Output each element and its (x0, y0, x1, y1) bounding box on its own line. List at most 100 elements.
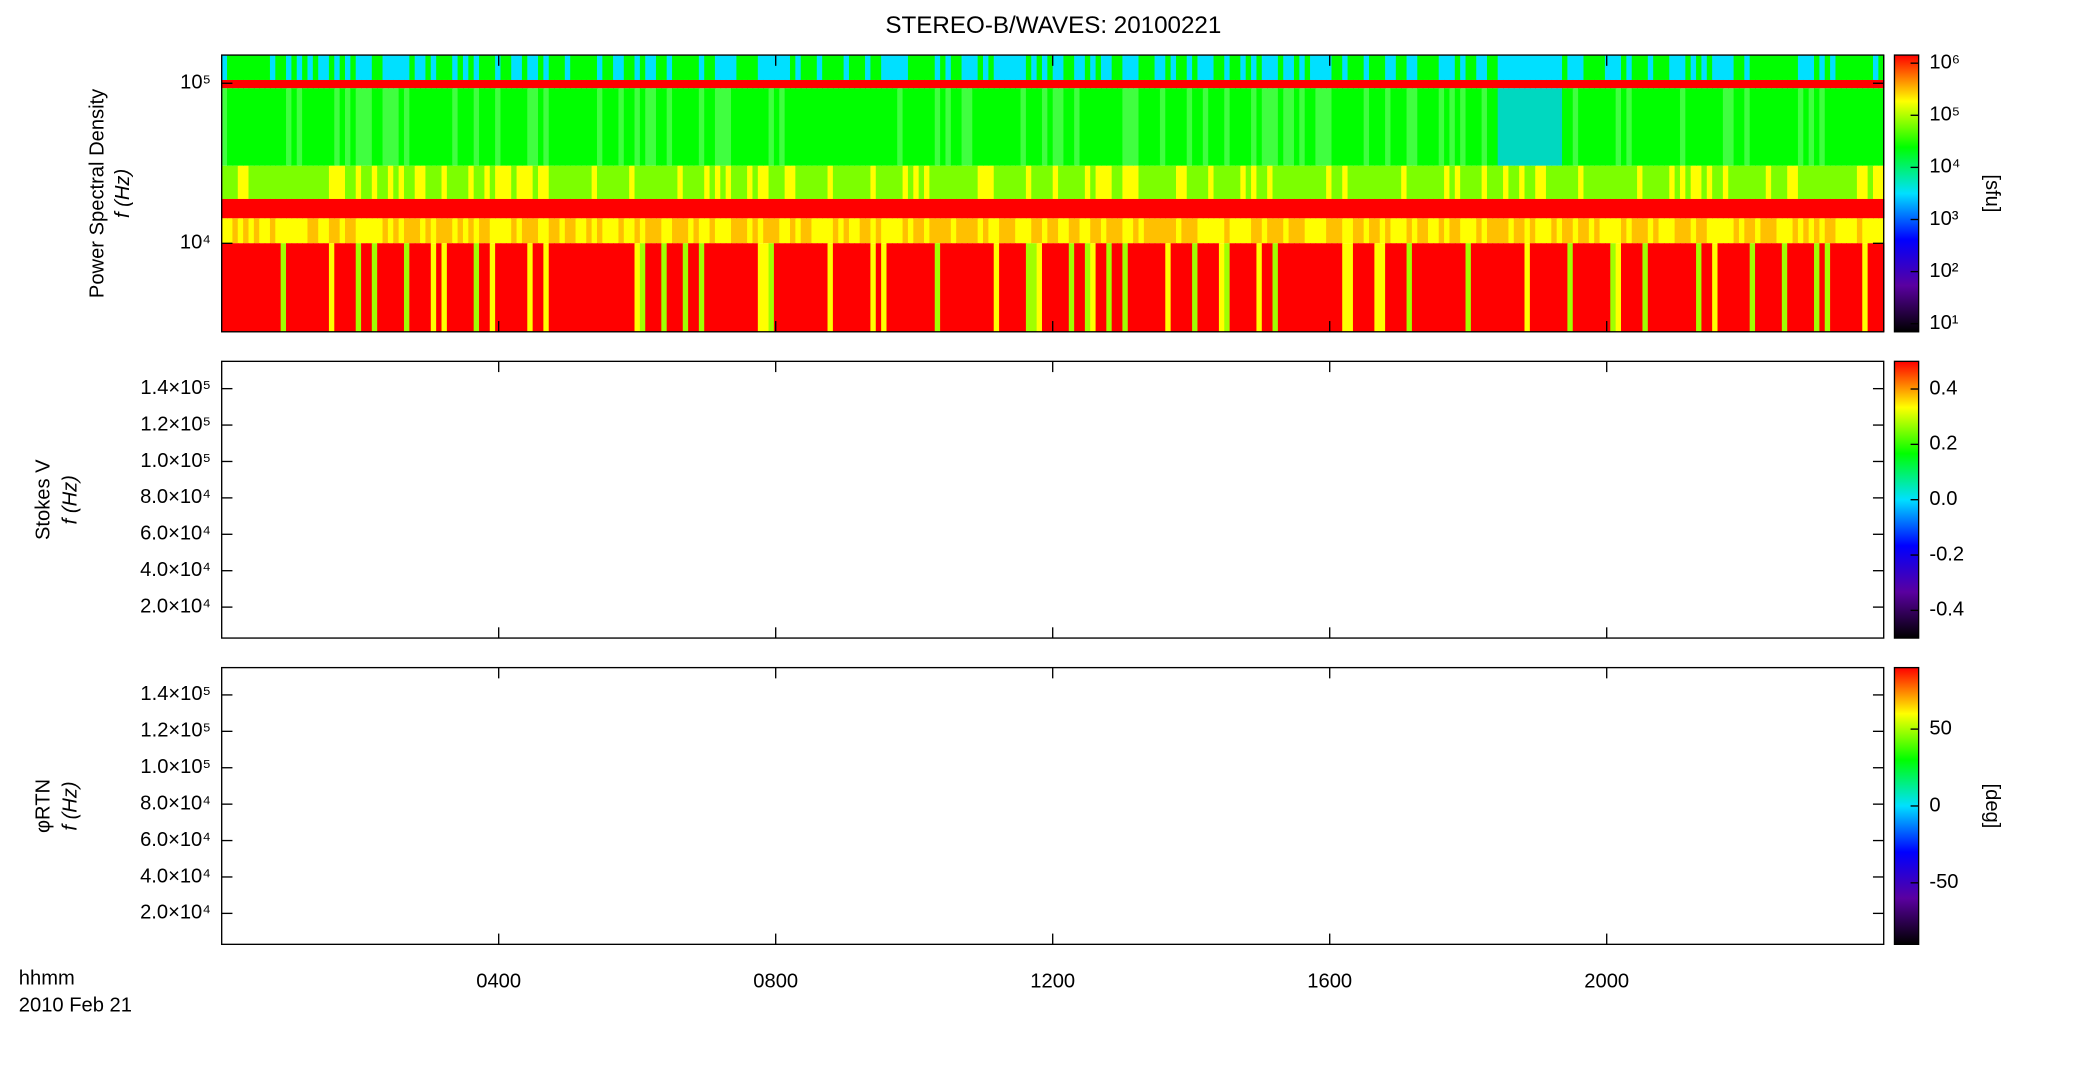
spectrogram-cell (1395, 88, 1402, 166)
spectrogram-cell (1545, 79, 1553, 89)
spectrogram-cell (811, 165, 818, 199)
spectrogram-cell (950, 243, 958, 332)
spectrogram-cell (1803, 79, 1810, 89)
spectrogram-cell (280, 165, 287, 199)
spectrogram-cell (505, 88, 513, 166)
spectrogram-cell (800, 55, 807, 80)
spectrogram-cell (827, 198, 834, 219)
spectrogram-cell (838, 79, 845, 89)
spectrogram-cell (511, 165, 518, 199)
spectrogram-cell (1519, 218, 1526, 244)
spectrogram-cell (1240, 55, 1247, 80)
spectrogram-cell (452, 55, 459, 80)
spectrogram-cell (832, 79, 840, 89)
spectrogram-cell (1272, 218, 1279, 244)
spectrogram-cell (468, 198, 475, 219)
spectrogram-cell (1647, 218, 1654, 244)
spectrogram-cell (1234, 165, 1242, 199)
spectrogram-cell (618, 55, 625, 80)
spectrogram-cell (1856, 88, 1864, 166)
spectrogram-cell (924, 243, 931, 332)
spectrogram-cell (1047, 218, 1054, 244)
spectrogram-cell (645, 198, 652, 219)
spectrogram-cell (377, 218, 384, 244)
spectrogram-cell (505, 198, 513, 219)
spectrogram-cell (462, 198, 470, 219)
spectrogram-cell (1315, 79, 1322, 89)
spectrogram-cell (1454, 198, 1461, 219)
spectrogram-cell (1588, 243, 1596, 332)
spectrogram-cell (897, 55, 904, 80)
spectrogram-cell (1411, 198, 1419, 219)
spectrogram-cell (956, 243, 963, 332)
spectrogram-cell (339, 55, 346, 80)
spectrogram-cell (961, 88, 968, 166)
spectrogram-cell (838, 165, 845, 199)
spectrogram-cell (505, 79, 513, 89)
spectrogram-cell (1369, 165, 1376, 199)
spectrogram-cell (639, 55, 647, 80)
spectrogram-cell (1293, 243, 1301, 332)
spectrogram-cell (1063, 88, 1070, 166)
spectrogram-cell (1733, 88, 1740, 166)
spectrogram-cell (1792, 218, 1799, 244)
spectrogram-cell (1288, 198, 1295, 219)
spectrogram-cell (757, 243, 764, 332)
spectrogram-cell (425, 243, 432, 332)
spectrogram-cell (1100, 55, 1108, 80)
spectrogram-cell (816, 55, 823, 80)
spectrogram-cell (554, 198, 561, 219)
spectrogram-cell (1647, 243, 1654, 332)
spectrogram-cell (1256, 243, 1263, 332)
spectrogram-cell (972, 55, 979, 80)
spectrogram-cell (907, 165, 915, 199)
spectrogram-cell (1084, 243, 1092, 332)
spectrogram-cell (1213, 55, 1220, 80)
spectrogram-cell (441, 218, 448, 244)
spectrogram-cell (1256, 88, 1263, 166)
spectrogram-cell (1197, 165, 1204, 199)
spectrogram-cell (1738, 88, 1746, 166)
spectrogram-cell (1272, 165, 1279, 199)
spectrogram-cell (956, 79, 963, 89)
spectrogram-cell (1872, 165, 1880, 199)
spectrogram-cell (243, 198, 250, 219)
spectrogram-cell (1653, 198, 1660, 219)
spectrogram-cell (1701, 165, 1708, 199)
spectrogram-cell (227, 88, 234, 166)
spectrogram-cell (763, 243, 770, 332)
spectrogram-cell (709, 165, 716, 199)
spectrogram-cell (1690, 165, 1697, 199)
spectrogram-cell (1824, 79, 1831, 89)
colorbar-label: [deg] (1981, 784, 2003, 829)
spectrogram-cell (677, 198, 684, 219)
spectrogram-cell (1277, 198, 1285, 219)
spectrogram-cell (1363, 218, 1370, 244)
spectrogram-cell (1674, 165, 1681, 199)
spectrogram-cell (1176, 198, 1183, 219)
spectrogram-cell (420, 55, 427, 80)
spectrogram-cell (1009, 165, 1016, 199)
spectrogram-cell (1631, 218, 1638, 244)
colorbar-tick-label: -0.4 (1929, 599, 1964, 621)
spectrogram-cell (1840, 165, 1847, 199)
spectrogram-cell (1090, 165, 1097, 199)
spectrogram-cell (693, 165, 700, 199)
spectrogram-cell (436, 79, 443, 89)
spectrogram-cell (1122, 165, 1129, 199)
spectrogram-cell (1470, 55, 1478, 80)
spectrogram-cell (446, 218, 454, 244)
spectrogram-cell (1594, 55, 1601, 80)
spectrogram-cell (1358, 243, 1365, 332)
spectrogram-cell (1626, 243, 1633, 332)
spectrogram-cell (1615, 88, 1622, 166)
spectrogram-cell (1856, 243, 1864, 332)
spectrogram-cell (961, 165, 968, 199)
spectrogram-cell (983, 243, 990, 332)
spectrogram-cell (1379, 55, 1386, 80)
spectrogram-cell (1663, 79, 1671, 89)
spectrogram-cell (983, 79, 990, 89)
spectrogram-cell (462, 243, 470, 332)
spectrogram-cell (409, 55, 416, 80)
